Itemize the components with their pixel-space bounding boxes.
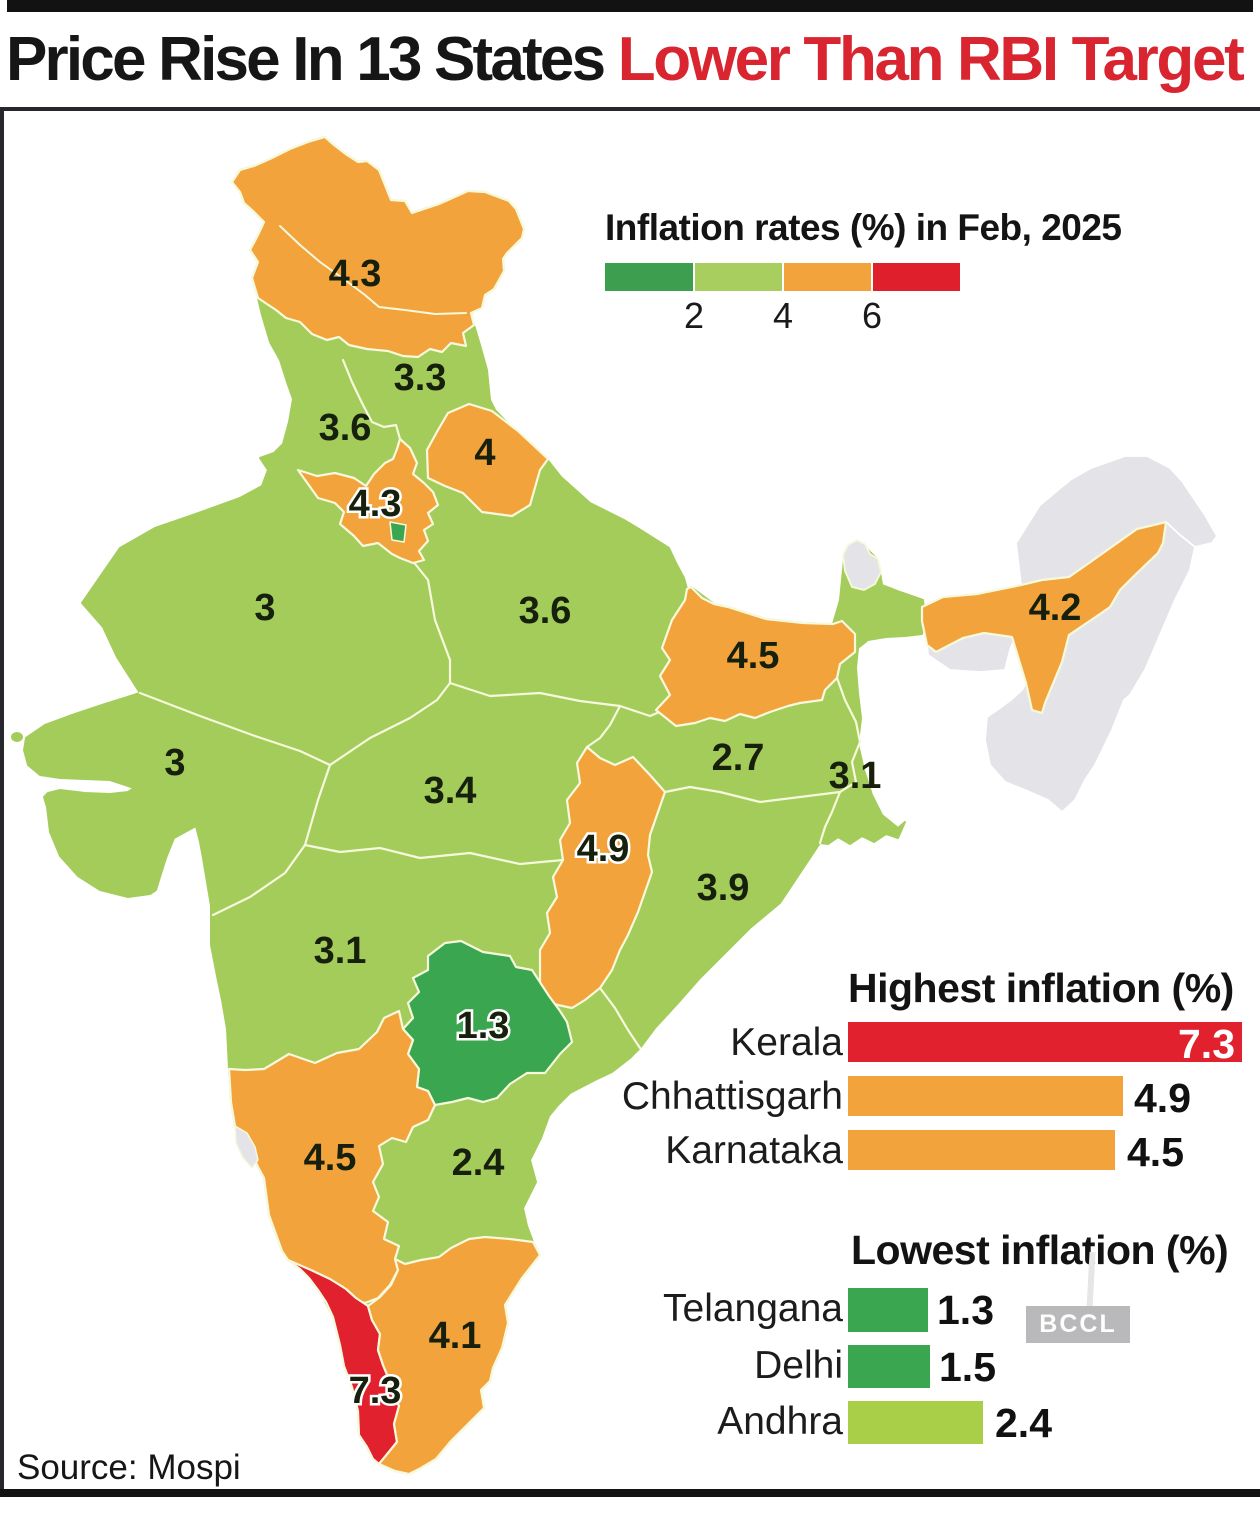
svg-text:3.1: 3.1 xyxy=(829,755,882,797)
svg-text:1.3: 1.3 xyxy=(457,1005,510,1047)
svg-text:4.9: 4.9 xyxy=(577,828,630,870)
svg-text:4.5: 4.5 xyxy=(304,1137,357,1179)
svg-text:3.3: 3.3 xyxy=(394,357,447,399)
svg-text:4.3: 4.3 xyxy=(349,483,402,525)
svg-text:3.4: 3.4 xyxy=(424,770,477,812)
svg-text:2.4: 2.4 xyxy=(452,1142,505,1184)
svg-text:3.1: 3.1 xyxy=(314,930,367,972)
svg-text:4.3: 4.3 xyxy=(329,253,382,295)
svg-text:3.9: 3.9 xyxy=(697,867,750,909)
svg-text:3.6: 3.6 xyxy=(319,407,372,449)
svg-text:4.1: 4.1 xyxy=(429,1315,482,1357)
svg-text:3: 3 xyxy=(164,742,185,784)
svg-text:4.5: 4.5 xyxy=(727,635,780,677)
svg-text:4: 4 xyxy=(474,432,495,474)
svg-text:7.3: 7.3 xyxy=(349,1370,402,1412)
svg-text:3: 3 xyxy=(254,587,275,629)
svg-text:3.6: 3.6 xyxy=(519,590,572,632)
svg-text:4.2: 4.2 xyxy=(1029,587,1082,629)
svg-text:2.7: 2.7 xyxy=(712,737,765,779)
